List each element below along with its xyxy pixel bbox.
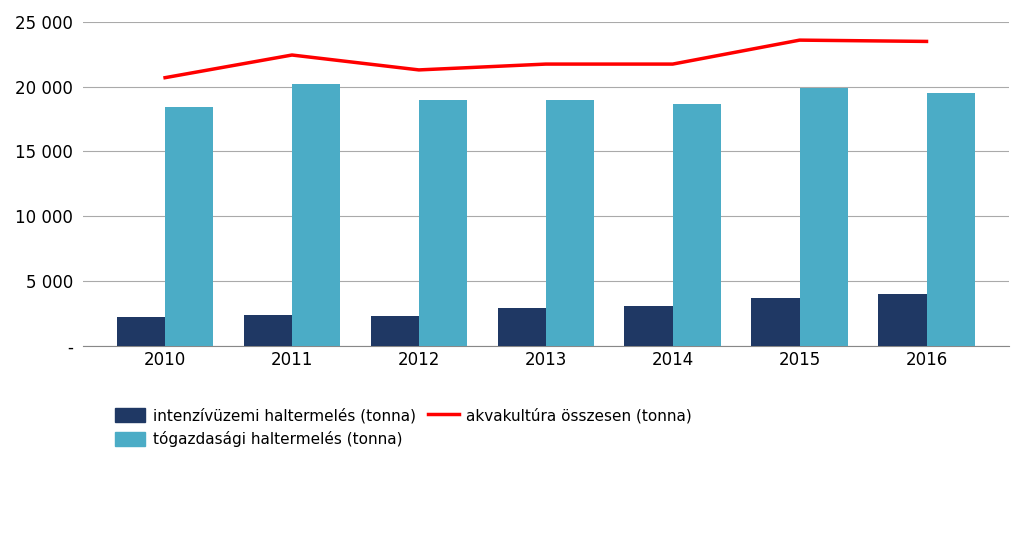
Bar — [879, 294, 927, 346]
akvakultúra összesen (tonna) — [413, 66, 425, 73]
Bar — [292, 84, 340, 346]
akvakultúra összesen (tonna) — [667, 61, 679, 68]
Bar — [927, 93, 975, 346]
Bar — [244, 315, 292, 346]
Legend: intenzívüzemi haltermelés (tonna), tógazdasági haltermelés (tonna), akvakultúra : intenzívüzemi haltermelés (tonna), tógaz… — [109, 402, 698, 453]
akvakultúra összesen (tonna) — [286, 52, 298, 58]
Bar — [419, 100, 467, 346]
Bar — [546, 100, 594, 346]
Bar — [625, 306, 673, 346]
Line: akvakultúra összesen (tonna): akvakultúra összesen (tonna) — [165, 40, 927, 77]
akvakultúra összesen (tonna) — [540, 61, 552, 68]
Bar — [800, 88, 848, 346]
Bar — [498, 308, 546, 346]
akvakultúra összesen (tonna) — [794, 37, 806, 43]
Bar — [371, 316, 419, 346]
Bar — [752, 299, 800, 346]
Bar — [165, 108, 213, 346]
Bar — [117, 317, 165, 346]
Bar — [673, 104, 721, 346]
akvakultúra összesen (tonna) — [159, 74, 171, 81]
akvakultúra összesen (tonna) — [921, 38, 933, 44]
